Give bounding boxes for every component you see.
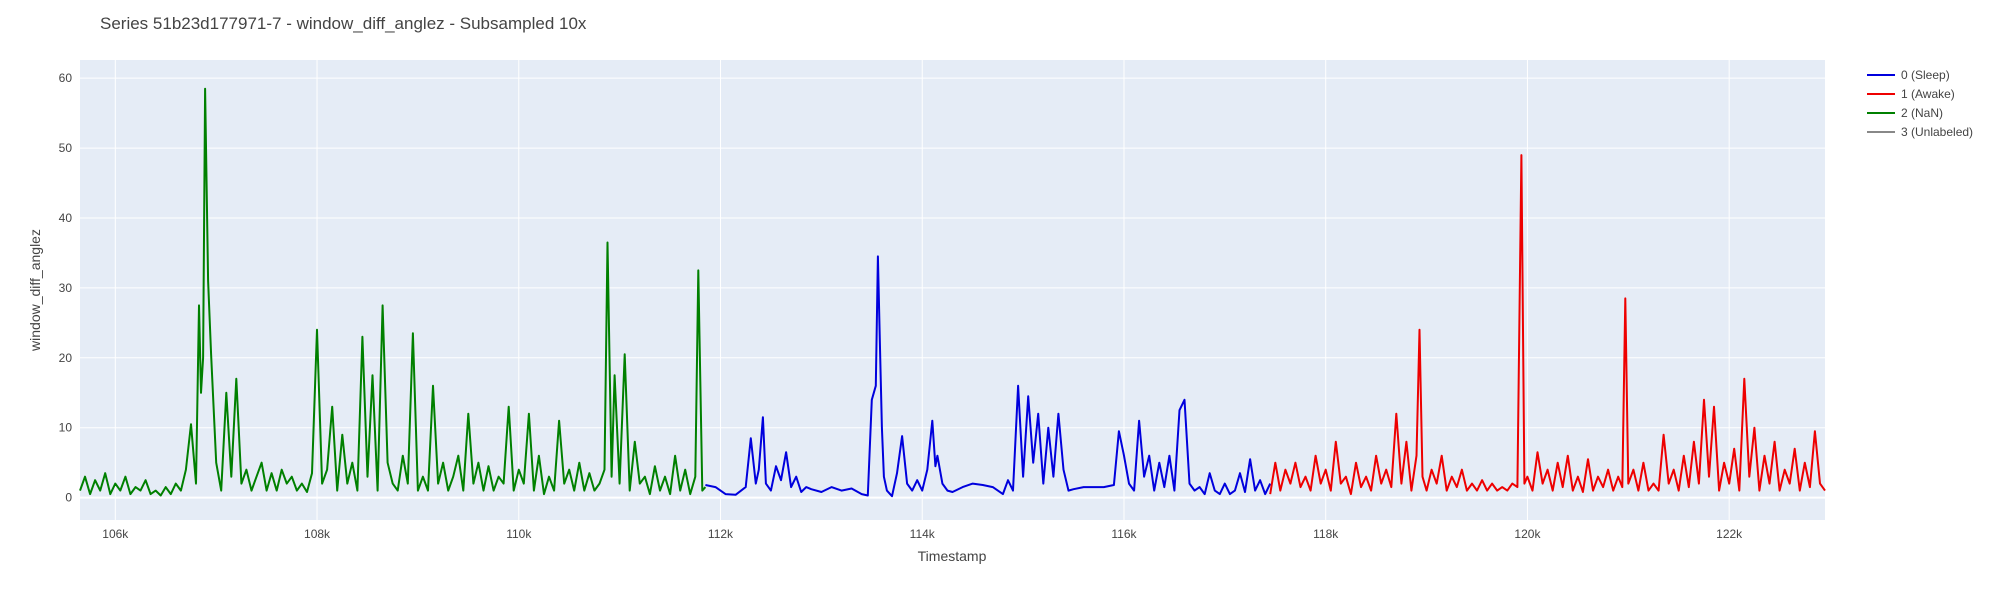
x-tick-label: 118k	[1313, 527, 1339, 541]
x-tick-label: 106k	[102, 527, 129, 541]
y-tick-label: 60	[59, 71, 73, 85]
legend-label-1: 1 (Awake)	[1901, 87, 1955, 101]
series-line-2	[79, 87, 707, 497]
legend-label-2: 2 (NaN)	[1901, 106, 1943, 120]
x-axis: 106k 108k 110k 112k 114k 116k 118k 120k 122k	[102, 527, 1743, 541]
grid-lines	[80, 60, 1825, 520]
x-axis-title: Timestamp	[918, 548, 987, 564]
plot-background	[80, 60, 1825, 520]
y-axis: 0 10 20 30 40 50 60	[59, 71, 73, 504]
y-tick-label: 20	[59, 351, 73, 365]
x-tick-label: 122k	[1716, 527, 1743, 541]
legend-label-0: 0 (Sleep)	[1901, 68, 1950, 82]
y-tick-label: 40	[59, 211, 73, 225]
x-tick-label: 108k	[304, 527, 331, 541]
y-tick-label: 10	[59, 421, 73, 435]
y-tick-label: 30	[59, 281, 73, 295]
series-line-1	[1269, 154, 1826, 496]
series-line-0	[705, 255, 1272, 498]
x-tick-label: 116k	[1111, 527, 1137, 541]
legend: 0 (Sleep) 1 (Awake) 2 (NaN) 3 (Unlabeled)	[1867, 68, 1973, 139]
x-tick-label: 112k	[708, 527, 734, 541]
x-tick-label: 120k	[1514, 527, 1541, 541]
x-tick-label: 114k	[910, 527, 936, 541]
x-tick-label: 110k	[506, 527, 532, 541]
y-tick-label: 50	[59, 141, 73, 155]
y-axis-title: window_diff_anglez	[27, 229, 43, 352]
y-tick-label: 0	[65, 491, 72, 505]
chart-title: Series 51b23d177971-7 - window_diff_angl…	[100, 14, 587, 33]
legend-label-3: 3 (Unlabeled)	[1901, 125, 1973, 139]
series-lines	[79, 87, 1826, 498]
